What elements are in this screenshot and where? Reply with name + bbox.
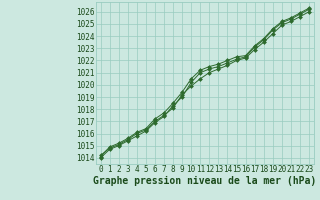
X-axis label: Graphe pression niveau de la mer (hPa): Graphe pression niveau de la mer (hPa) — [93, 176, 316, 186]
